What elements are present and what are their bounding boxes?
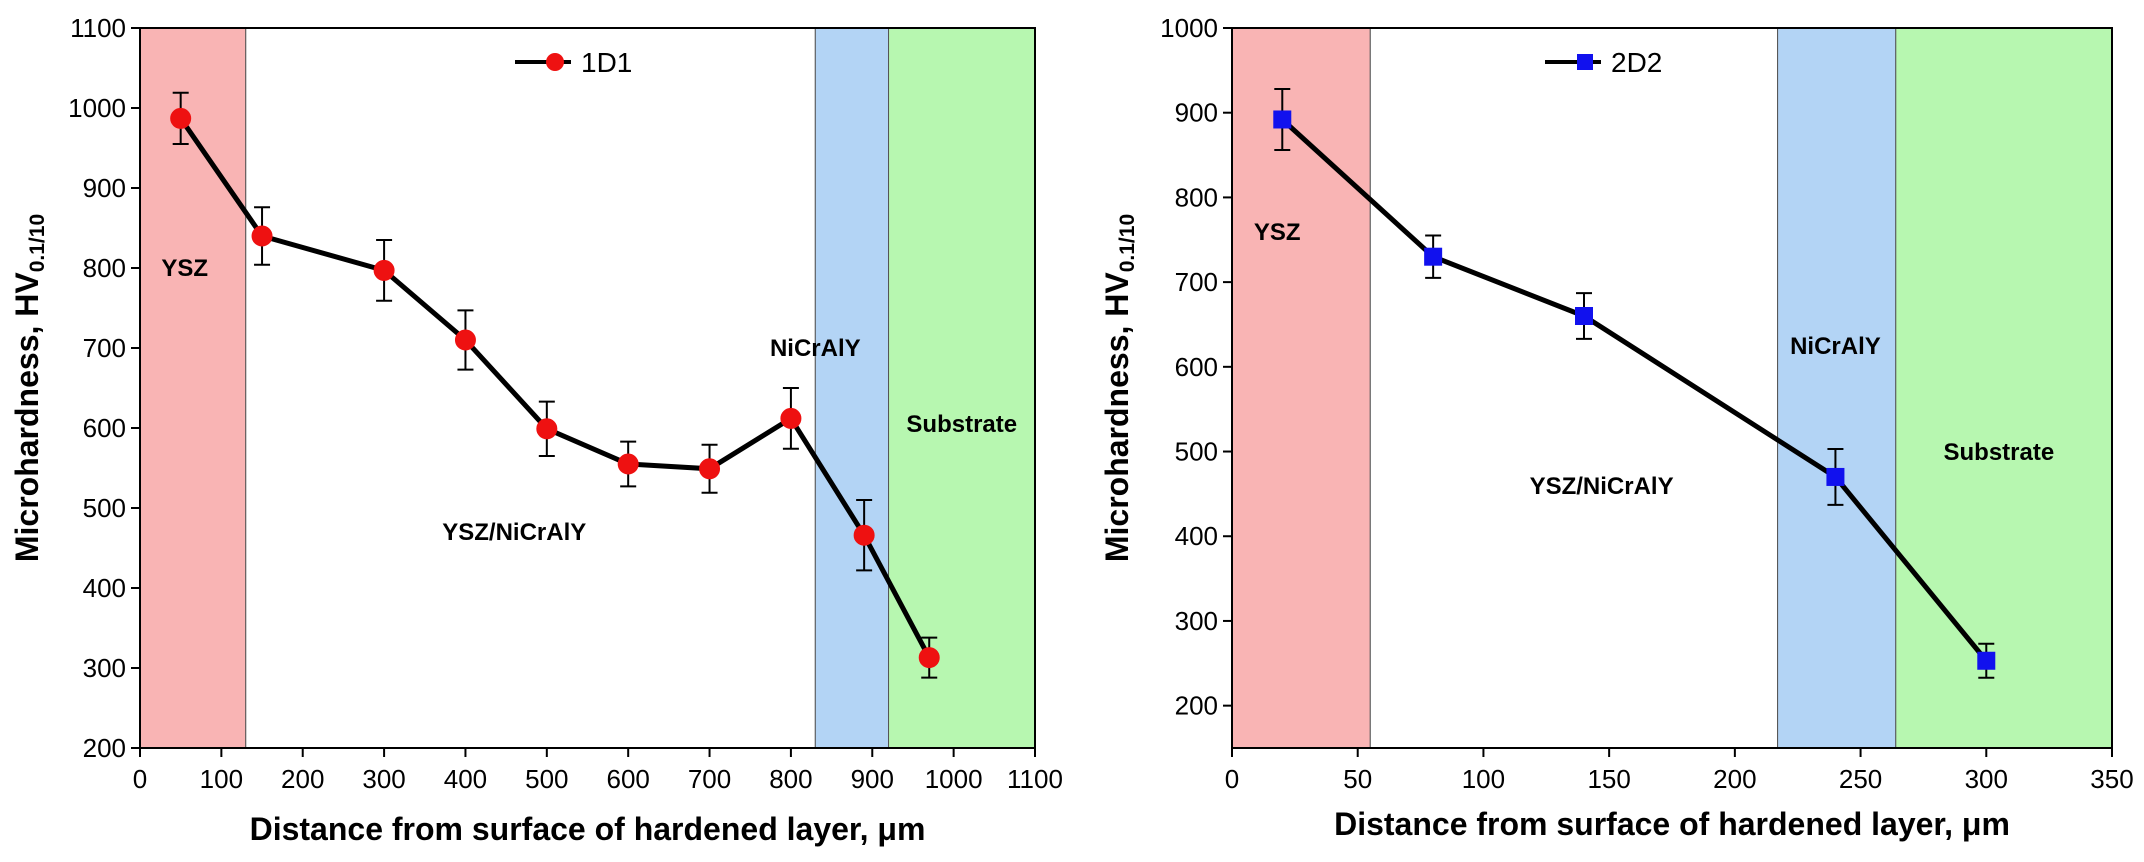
- y-tick-label: 700: [83, 333, 126, 363]
- x-tick-label: 150: [1587, 764, 1630, 794]
- x-tick-label: 350: [2090, 764, 2133, 794]
- legend-label-2D2: 2D2: [1611, 47, 1662, 78]
- data-point: [454, 329, 476, 351]
- data-point: [1424, 247, 1443, 266]
- chart-right: 0 50 100 150 200 250 300 350 200 300 400 500 600 700 8…: [1099, 13, 2134, 842]
- region-band-1: [245, 27, 816, 749]
- y-axis-label-sub-right: 0.1/10: [1116, 214, 1139, 272]
- x-tick-label: 250: [1839, 764, 1882, 794]
- data-point: [918, 647, 940, 669]
- series-right: [1273, 87, 1996, 679]
- series-left: [170, 91, 940, 679]
- y-tick-label: 400: [83, 573, 126, 603]
- region-label-3: Substrate: [1944, 439, 2055, 466]
- y-tick-label: 1000: [1160, 13, 1218, 43]
- y-tick-label: 700: [1175, 267, 1218, 297]
- x-tick-label: 50: [1343, 764, 1372, 794]
- x-tick-label: 300: [1965, 764, 2008, 794]
- y-tick-label: 400: [1175, 521, 1218, 551]
- y-tick-label: 500: [83, 493, 126, 523]
- y-tick-label: 800: [1175, 182, 1218, 212]
- axis-ticks-left: 0 100 200 300 400 500 600 700 800 900 1000 1100 200 3…: [68, 13, 1063, 794]
- region-label-0: YSZ: [1254, 219, 1301, 246]
- data-point: [251, 225, 273, 247]
- region-band-3: [888, 27, 1036, 749]
- y-tick-label: 500: [1175, 437, 1218, 467]
- region-label-1: YSZ/NiCrAlY: [1530, 473, 1674, 500]
- x-tick-label: 200: [281, 764, 324, 794]
- x-tick-label: 300: [362, 764, 405, 794]
- region-band-2: [1777, 27, 1897, 749]
- y-tick-label: 200: [1175, 691, 1218, 721]
- y-tick-label: 1000: [68, 93, 126, 123]
- y-tick-label: 900: [83, 173, 126, 203]
- x-axis-label-left: Distance from surface of hardened layer,…: [250, 811, 926, 847]
- region-band-0: [1231, 27, 1371, 749]
- chart-left: 0 100 200 300 400 500 600 700 800 900 1000 1100 200 3…: [9, 13, 1063, 847]
- region-band-1: [1369, 27, 1779, 749]
- x-tick-label: 0: [1225, 764, 1239, 794]
- region-label-2: NiCrAlY: [1790, 333, 1881, 360]
- y-axis-label-sub-left: 0.1/10: [26, 214, 49, 272]
- region-label-3: Substrate: [906, 411, 1017, 438]
- y-tick-label: 1100: [70, 13, 126, 43]
- legend-marker-2D2: [1577, 54, 1593, 70]
- y-axis-label-left: Microhardness, HV0.1/10: [9, 214, 49, 562]
- x-tick-label: 100: [200, 764, 243, 794]
- x-tick-label: 800: [769, 764, 812, 794]
- region-bands-left: [139, 27, 1036, 749]
- region-label-0: YSZ: [161, 255, 208, 282]
- data-point: [1575, 307, 1593, 325]
- data-point: [536, 418, 558, 440]
- y-tick-label: 300: [83, 653, 126, 683]
- y-tick-label: 300: [1175, 606, 1218, 636]
- region-labels-left: YSZ YSZ/NiCrAlY NiCrAlY Substrate: [161, 255, 1017, 546]
- x-tick-label: 0: [133, 764, 147, 794]
- y-tick-label: 800: [83, 253, 126, 283]
- legend-right: 2D2: [1545, 47, 1662, 78]
- axis-ticks-right: 0 50 100 150 200 250 300 350 200 300 400 500 600 700 8…: [1160, 13, 2134, 794]
- region-band-2: [814, 27, 890, 749]
- region-labels-right: YSZ YSZ/NiCrAlY NiCrAlY Substrate: [1254, 219, 2054, 500]
- x-tick-label: 700: [688, 764, 731, 794]
- y-tick-label: 600: [1175, 352, 1218, 382]
- x-tick-label: 1100: [1007, 764, 1063, 794]
- data-point: [780, 407, 802, 429]
- region-label-2: NiCrAlY: [770, 335, 861, 362]
- x-tick-label: 400: [444, 764, 487, 794]
- data-point: [170, 107, 192, 129]
- series-line-1D1: [178, 116, 932, 659]
- x-tick-label: 1000: [925, 764, 983, 794]
- x-tick-label: 900: [851, 764, 894, 794]
- data-point: [1273, 110, 1292, 129]
- x-tick-label: 500: [525, 764, 568, 794]
- data-point: [373, 259, 395, 281]
- legend-label-1D1: 1D1: [581, 47, 632, 78]
- y-axis-label-main-right: Microhardness, HV: [1099, 272, 1135, 563]
- region-bands-right: [1231, 27, 2113, 749]
- y-tick-label: 200: [83, 733, 126, 763]
- region-band-0: [139, 27, 247, 749]
- legend-left: 1D1: [515, 47, 632, 78]
- y-axis-label-right: Microhardness, HV0.1/10: [1099, 214, 1139, 562]
- x-axis-label-right: Distance from surface of hardened layer,…: [1334, 806, 2010, 842]
- region-label-1: YSZ/NiCrAlY: [442, 519, 586, 546]
- y-tick-label: 900: [1175, 98, 1218, 128]
- data-point: [1977, 651, 1996, 670]
- x-tick-label: 200: [1713, 764, 1756, 794]
- x-tick-label: 600: [606, 764, 649, 794]
- plot-frame-left: [139, 27, 1036, 749]
- data-point: [1826, 467, 1845, 486]
- data-point: [699, 458, 721, 480]
- region-band-3: [1895, 27, 2113, 749]
- legend-marker-1D1: [546, 53, 564, 71]
- x-tick-label: 100: [1462, 764, 1505, 794]
- y-tick-label: 600: [83, 413, 126, 443]
- y-axis-label-main-left: Microhardness, HV: [9, 272, 45, 563]
- plot-frame-right: [1231, 27, 2113, 749]
- data-point: [853, 524, 875, 546]
- data-point: [617, 453, 639, 475]
